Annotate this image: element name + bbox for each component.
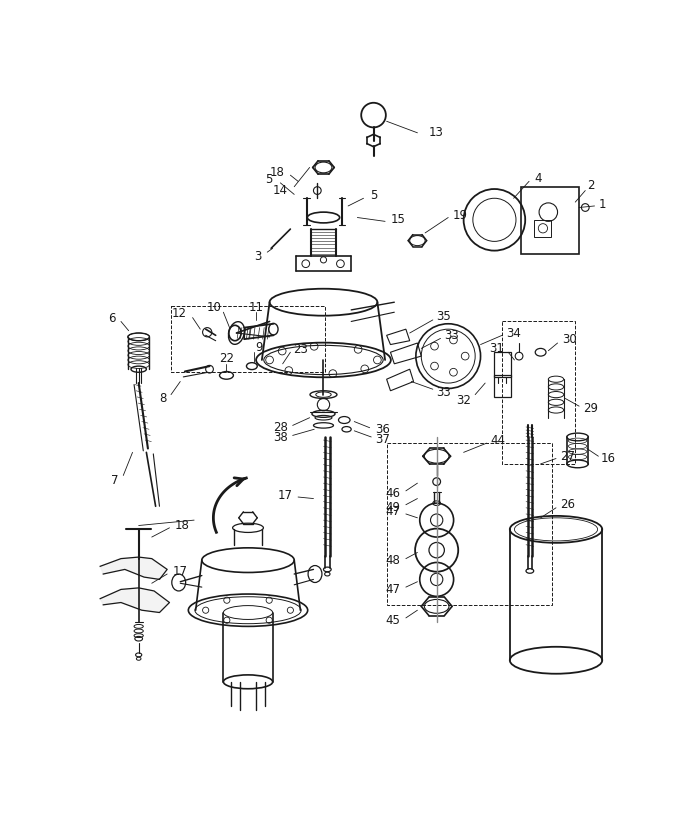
Text: 18: 18 xyxy=(175,519,190,532)
Polygon shape xyxy=(387,369,414,391)
Text: 5: 5 xyxy=(265,173,273,186)
Text: 47: 47 xyxy=(385,506,401,518)
Bar xyxy=(387,443,552,605)
Text: 48: 48 xyxy=(386,555,401,568)
Text: 38: 38 xyxy=(274,431,288,444)
Text: 15: 15 xyxy=(391,213,406,227)
Text: 33: 33 xyxy=(437,386,452,399)
Text: 10: 10 xyxy=(206,301,221,314)
Text: 17: 17 xyxy=(278,489,292,502)
Text: 5: 5 xyxy=(370,190,377,202)
Text: 29: 29 xyxy=(583,402,598,415)
Text: 2: 2 xyxy=(587,178,594,191)
Polygon shape xyxy=(100,588,169,613)
Text: 45: 45 xyxy=(386,614,401,627)
Text: 30: 30 xyxy=(562,334,577,347)
Text: 46: 46 xyxy=(385,487,401,500)
Text: 35: 35 xyxy=(437,310,452,323)
Text: 4: 4 xyxy=(534,172,542,185)
Text: 16: 16 xyxy=(600,452,615,465)
Text: 7: 7 xyxy=(111,474,118,487)
Text: 37: 37 xyxy=(375,433,390,446)
Text: 26: 26 xyxy=(560,498,575,511)
Text: 47: 47 xyxy=(385,583,401,596)
Text: 1: 1 xyxy=(598,198,606,211)
Text: 31: 31 xyxy=(489,342,504,355)
Text: 23: 23 xyxy=(292,343,307,356)
Text: 8: 8 xyxy=(159,392,167,405)
Text: 13: 13 xyxy=(429,125,444,138)
Text: 17: 17 xyxy=(173,565,188,578)
Text: 3: 3 xyxy=(255,249,262,263)
Polygon shape xyxy=(387,329,410,344)
Bar xyxy=(171,306,325,371)
Text: 19: 19 xyxy=(453,209,468,222)
Text: 34: 34 xyxy=(506,326,521,339)
Text: 12: 12 xyxy=(171,308,186,321)
Bar xyxy=(502,321,575,464)
Text: 28: 28 xyxy=(274,421,288,434)
Text: 44: 44 xyxy=(491,434,506,447)
Text: 32: 32 xyxy=(456,393,471,407)
Polygon shape xyxy=(391,343,421,364)
Text: 11: 11 xyxy=(248,301,263,314)
Text: 22: 22 xyxy=(219,352,234,365)
Text: 9: 9 xyxy=(256,341,263,354)
Polygon shape xyxy=(100,557,167,579)
Text: 14: 14 xyxy=(273,184,288,197)
Text: 27: 27 xyxy=(560,450,575,463)
Text: 49: 49 xyxy=(385,501,401,514)
Text: 6: 6 xyxy=(108,312,116,325)
Text: 36: 36 xyxy=(375,423,390,436)
Text: 18: 18 xyxy=(270,166,285,179)
Text: 33: 33 xyxy=(444,329,459,342)
